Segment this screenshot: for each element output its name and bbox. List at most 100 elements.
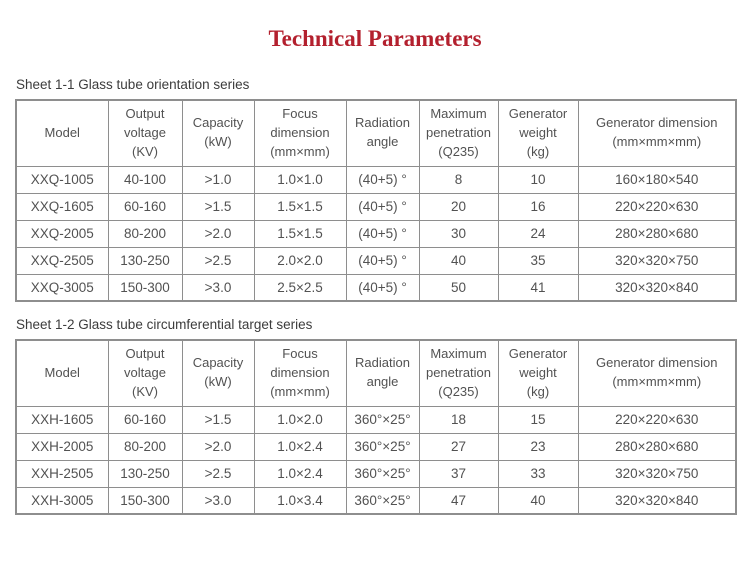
table-cell: >2.0 bbox=[181, 219, 255, 248]
table-cell: >2.5 bbox=[181, 246, 255, 275]
table-cell: >2.5 bbox=[181, 459, 255, 488]
table-row: XXH-2005 80-200 >2.0 1.0×2.4 360°×25° 27 23 280… bbox=[15, 432, 737, 461]
table-row: XXH-2505 130-250 >2.5 1.0×2.4 360°×25° 37 33 32… bbox=[15, 459, 737, 488]
table-cell: 35 bbox=[497, 246, 579, 275]
table-cell: >1.0 bbox=[181, 165, 255, 194]
table-cell: 360°×25° bbox=[345, 432, 420, 461]
table-cell: 10 bbox=[497, 165, 579, 194]
page-title: Technical Parameters bbox=[268, 26, 482, 51]
table-cell: 360°×25° bbox=[345, 486, 420, 515]
table-row: XXQ-1005 40-100 >1.0 1.0×1.0 (40+5) ° 8 10 160×… bbox=[15, 165, 737, 194]
table-cell: XXH-3005 bbox=[15, 486, 109, 515]
table-cell: >1.5 bbox=[181, 405, 255, 434]
table-cell: 47 bbox=[418, 486, 499, 515]
table-row: XXQ-3005 150-300 >3.0 2.5×2.5 (40+5) ° 50 41 32… bbox=[15, 273, 737, 302]
column-header: Model bbox=[15, 339, 109, 407]
table-row: XXQ-2505 130-250 >2.5 2.0×2.0 (40+5) ° 40 35 32… bbox=[15, 246, 737, 275]
table-cell: 1.0×3.4 bbox=[253, 486, 347, 515]
table-cell: 23 bbox=[497, 432, 579, 461]
table-cell: >1.5 bbox=[181, 192, 255, 221]
table-cell: 1.0×2.4 bbox=[253, 432, 347, 461]
table-cell: 8 bbox=[418, 165, 499, 194]
table-cell: 150-300 bbox=[107, 273, 183, 302]
column-header: Capacity (kW) bbox=[181, 99, 255, 167]
column-header: Output voltage (KV) bbox=[107, 339, 183, 407]
table-cell: XXQ-3005 bbox=[15, 273, 109, 302]
column-header: Radiation angle bbox=[345, 99, 420, 167]
table-row: XXH-3005 150-300 >3.0 1.0×3.4 360°×25° 47 40 32… bbox=[15, 486, 737, 515]
table-cell: 220×220×630 bbox=[577, 192, 737, 221]
table-cell: 80-200 bbox=[107, 432, 183, 461]
column-header: Radiation angle bbox=[345, 339, 420, 407]
glass-tube-circumferential-table: Model Output voltage (KV) Capacity (kW) Foc… bbox=[15, 339, 737, 515]
table-cell: 37 bbox=[418, 459, 499, 488]
table-cell: 1.0×1.0 bbox=[253, 165, 347, 194]
column-header: Output voltage (KV) bbox=[107, 99, 183, 167]
table-row: XXH-1605 60-160 >1.5 1.0×2.0 360°×25° 18 15 220… bbox=[15, 405, 737, 434]
column-header: Maximum penetration (Q235) bbox=[418, 339, 499, 407]
table-cell: >3.0 bbox=[181, 273, 255, 302]
table-cell: >3.0 bbox=[181, 486, 255, 515]
column-header: Maximum penetration (Q235) bbox=[418, 99, 499, 167]
glass-tube-orientation-table: Model Output voltage (KV) Capacity (kW) Foc… bbox=[15, 99, 737, 302]
column-header: Generator dimension (mm×mm×mm) bbox=[577, 339, 737, 407]
table-cell: 41 bbox=[497, 273, 579, 302]
sheet-1-1-caption: Sheet 1-1 Glass tube orientation series bbox=[16, 77, 250, 92]
column-header: Focus dimension (mm×mm) bbox=[253, 339, 347, 407]
table-cell: 80-200 bbox=[107, 219, 183, 248]
table-cell: 2.0×2.0 bbox=[253, 246, 347, 275]
table-cell: 1.5×1.5 bbox=[253, 219, 347, 248]
table-cell: (40+5) ° bbox=[345, 192, 420, 221]
table-cell: 24 bbox=[497, 219, 579, 248]
table-cell: 160×180×540 bbox=[577, 165, 737, 194]
table-cell: XXQ-2005 bbox=[15, 219, 109, 248]
table-cell: (40+5) ° bbox=[345, 246, 420, 275]
table-cell: (40+5) ° bbox=[345, 219, 420, 248]
table-cell: XXH-2505 bbox=[15, 459, 109, 488]
table-cell: 220×220×630 bbox=[577, 405, 737, 434]
table-cell: 320×320×750 bbox=[577, 459, 737, 488]
table-cell: 60-160 bbox=[107, 405, 183, 434]
table-cell: 130-250 bbox=[107, 459, 183, 488]
table-cell: 320×320×840 bbox=[577, 486, 737, 515]
table-cell: (40+5) ° bbox=[345, 273, 420, 302]
table-cell: 18 bbox=[418, 405, 499, 434]
table-row: XXQ-1605 60-160 >1.5 1.5×1.5 (40+5) ° 20 16 220… bbox=[15, 192, 737, 221]
table-cell: 360°×25° bbox=[345, 405, 420, 434]
table-cell: 280×280×680 bbox=[577, 432, 737, 461]
table-cell: 2.5×2.5 bbox=[253, 273, 347, 302]
table-cell: 360°×25° bbox=[345, 459, 420, 488]
table-cell: 1.0×2.4 bbox=[253, 459, 347, 488]
table-cell: XXQ-2505 bbox=[15, 246, 109, 275]
table-cell: 27 bbox=[418, 432, 499, 461]
table-cell: 33 bbox=[497, 459, 579, 488]
table-cell: (40+5) ° bbox=[345, 165, 420, 194]
table-cell: 50 bbox=[418, 273, 499, 302]
table-cell: 280×280×680 bbox=[577, 219, 737, 248]
table-cell: 15 bbox=[497, 405, 579, 434]
table-cell: 1.0×2.0 bbox=[253, 405, 347, 434]
table-cell: 16 bbox=[497, 192, 579, 221]
header-row: Model Output voltage (KV) Capacity (kW) Foc… bbox=[15, 339, 737, 407]
table-cell: 1.5×1.5 bbox=[253, 192, 347, 221]
column-header: Generator weight (kg) bbox=[497, 99, 579, 167]
table-cell: >2.0 bbox=[181, 432, 255, 461]
column-header: Model bbox=[15, 99, 109, 167]
table-cell: 320×320×840 bbox=[577, 273, 737, 302]
table-cell: 40 bbox=[418, 246, 499, 275]
table-row: XXQ-2005 80-200 >2.0 1.5×1.5 (40+5) ° 30 24 280… bbox=[15, 219, 737, 248]
sheet-1-2-caption: Sheet 1-2 Glass tube circumferential tar… bbox=[16, 317, 313, 332]
column-header: Generator weight (kg) bbox=[497, 339, 579, 407]
table-cell: XXH-1605 bbox=[15, 405, 109, 434]
table-cell: 20 bbox=[418, 192, 499, 221]
table-cell: XXQ-1005 bbox=[15, 165, 109, 194]
table-cell: 40 bbox=[497, 486, 579, 515]
column-header: Capacity (kW) bbox=[181, 339, 255, 407]
table-cell: 30 bbox=[418, 219, 499, 248]
table-cell: 320×320×750 bbox=[577, 246, 737, 275]
table-cell: 150-300 bbox=[107, 486, 183, 515]
column-header: Focus dimension (mm×mm) bbox=[253, 99, 347, 167]
table-cell: XXH-2005 bbox=[15, 432, 109, 461]
header-row: Model Output voltage (KV) Capacity (kW) Foc… bbox=[15, 99, 737, 167]
table-cell: 60-160 bbox=[107, 192, 183, 221]
